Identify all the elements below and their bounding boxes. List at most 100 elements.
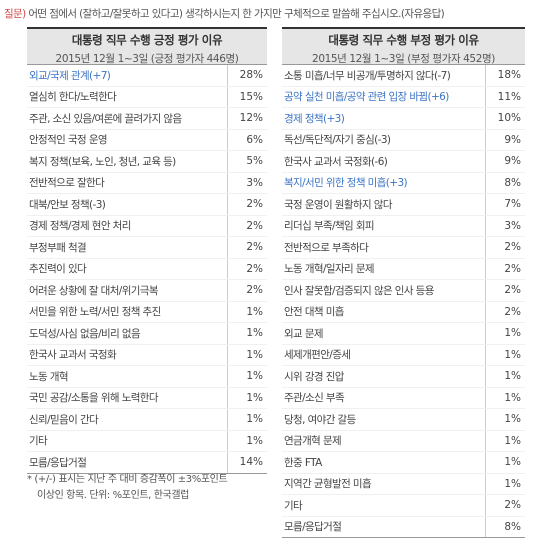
row-label: 한국사 교과서 국정화(-6) (284, 155, 388, 168)
row-label: 외교/국제 관계(+7) (29, 69, 111, 82)
table-row: 국민 공감/소통을 위해 노력한다 1% (27, 387, 267, 409)
positive-table-body: 외교/국제 관계(+7) 28% 열심히 한다/노력한다 15% 주관, 소신 있음/여… (27, 65, 267, 474)
row-value: 14% (227, 452, 267, 473)
row-label: 모름/응답거절 (284, 521, 342, 534)
row-value: 2% (227, 237, 267, 258)
row-label: 국민 공감/소통을 위해 노력한다 (29, 392, 159, 405)
row-label: 기타 (29, 435, 48, 448)
negative-reasons-table: 대통령 직무 수행 부정 평가 이유 2015년 12월 1~3일 (부정 평가… (282, 27, 525, 538)
row-value: 1% (227, 409, 267, 430)
table-row: 공약 실천 미흡/공약 관련 입장 바뀜(+6) 11% (282, 86, 525, 108)
table-row: 외교 문제 1% (282, 323, 525, 345)
negative-table-header: 대통령 직무 수행 부정 평가 이유 2015년 12월 1~3일 (부정 평가… (282, 29, 525, 65)
row-value: 5% (227, 151, 267, 172)
row-label: 당청, 여야간 갈등 (284, 413, 356, 426)
negative-table-body: 소통 미흡/너무 비공개/투명하지 않다(-7) 18% 공약 실천 미흡/공약 관… (282, 65, 525, 538)
row-label: 국정 운영이 원활하지 않다 (284, 198, 392, 211)
row-label: 한중 FTA (284, 456, 322, 469)
question-text: 질문) 어떤 점에서 (잘하고/잘못하고 있다고) 생각하시는지 한 가지만 구… (4, 6, 548, 21)
row-label: 경제 정책/경제 현안 처리 (29, 220, 131, 233)
table-row: 경제 정책/경제 현안 처리 2% (27, 215, 267, 237)
row-label: 노동 개혁 (29, 370, 69, 383)
row-label: 신뢰/믿음이 간다 (29, 413, 99, 426)
table-row: 노동 개혁 1% (27, 366, 267, 388)
question-body: 어떤 점에서 (잘하고/잘못하고 있다고) 생각하시는지 한 가지만 구체적으로… (25, 8, 445, 20)
row-label: 전반적으로 부족하다 (284, 241, 369, 254)
row-value: 1% (227, 387, 267, 408)
row-value: 2% (485, 301, 525, 322)
row-value: 1% (485, 409, 525, 430)
row-label: 서민을 위한 노력/서민 정책 추진 (29, 306, 161, 319)
row-label: 어려운 상황에 잘 대처/위기극복 (29, 284, 159, 297)
positive-table-subtitle: 2015년 12월 1~3일 (긍정 평가자 446명) (55, 53, 239, 65)
row-label: 세제개편안/증세 (284, 349, 351, 362)
table-row: 인사 잘못함/검증되지 않은 인사 등용 2% (282, 280, 525, 302)
row-value: 1% (485, 387, 525, 408)
table-row: 한중 FTA 1% (282, 452, 525, 474)
table-row: 모름/응답거절 8% (282, 516, 525, 538)
row-value: 1% (485, 430, 525, 451)
negative-table-title: 대통령 직무 수행 부정 평가 이유 (328, 33, 479, 47)
table-row: 국정 운영이 원활하지 않다 7% (282, 194, 525, 216)
row-label: 외교 문제 (284, 327, 324, 340)
row-value: 2% (227, 258, 267, 279)
table-row: 당청, 여야간 갈등 1% (282, 409, 525, 431)
row-value: 1% (227, 301, 267, 322)
row-label: 안정적인 국정 운영 (29, 134, 108, 147)
row-value: 1% (485, 366, 525, 387)
table-row: 외교/국제 관계(+7) 28% (27, 65, 267, 87)
row-label: 인사 잘못함/검증되지 않은 인사 등용 (284, 284, 434, 297)
row-value: 1% (227, 366, 267, 387)
row-label: 경제 정책(+3) (284, 112, 345, 125)
row-label: 복지/서민 위한 정책 미흡(+3) (284, 177, 408, 190)
row-value: 1% (485, 473, 525, 494)
table-row: 노동 개혁/일자리 문제 2% (282, 258, 525, 280)
table-row: 기타 1% (27, 430, 267, 452)
row-label: 열심히 한다/노력한다 (29, 91, 117, 104)
row-value: 9% (485, 151, 525, 172)
table-row: 한국사 교과서 국정화 1% (27, 344, 267, 366)
table-row: 전반적으로 잘한다 3% (27, 172, 267, 194)
row-label: 안전 대책 미흡 (284, 306, 344, 319)
row-value: 28% (227, 65, 267, 86)
row-value: 18% (485, 65, 525, 86)
row-value: 1% (227, 323, 267, 344)
row-value: 2% (485, 280, 525, 301)
table-row: 세제개편안/증세 1% (282, 344, 525, 366)
row-value: 2% (485, 258, 525, 279)
row-value: 7% (485, 194, 525, 215)
table-row: 부정부패 척결 2% (27, 237, 267, 259)
table-row: 모름/응답거절 14% (27, 452, 267, 474)
table-row: 열심히 한다/노력한다 15% (27, 86, 267, 108)
row-value: 2% (485, 495, 525, 516)
row-value: 11% (485, 86, 525, 107)
table-row: 시위 강경 진압 1% (282, 366, 525, 388)
row-value: 1% (227, 344, 267, 365)
row-value: 2% (485, 237, 525, 258)
question-label: 질문) (4, 8, 26, 20)
row-label: 한국사 교과서 국정화 (29, 349, 117, 362)
row-label: 연금개혁 문제 (284, 435, 342, 448)
row-value: 15% (227, 86, 267, 107)
table-row: 추진력이 있다 2% (27, 258, 267, 280)
row-value: 8% (485, 516, 525, 537)
row-label: 추진력이 있다 (29, 263, 87, 276)
table-row: 신뢰/믿음이 간다 1% (27, 409, 267, 431)
table-row: 복지 정책(보육, 노인, 청년, 교육 등) 5% (27, 151, 267, 173)
table-row: 경제 정책(+3) 10% (282, 108, 525, 130)
table-row: 안정적인 국정 운영 6% (27, 129, 267, 151)
footnote: * (+/-) 표시는 지난 주 대비 증감폭이 ±3%포인트 이상인 항목. … (27, 472, 272, 504)
row-label: 지역간 균형발전 미흡 (284, 478, 372, 491)
footnote-line-2: 이상인 항목. 단위: %포인트, 한국갤럽 (37, 490, 189, 501)
table-row: 리더십 부족/책임 회피 3% (282, 215, 525, 237)
row-label: 리더십 부족/책임 회피 (284, 220, 375, 233)
row-value: 2% (227, 215, 267, 236)
row-label: 복지 정책(보육, 노인, 청년, 교육 등) (29, 155, 176, 168)
row-value: 6% (227, 129, 267, 150)
table-row: 복지/서민 위한 정책 미흡(+3) 8% (282, 172, 525, 194)
row-value: 1% (227, 430, 267, 451)
row-label: 주관, 소신 있음/여론에 끌려가지 않음 (29, 112, 182, 125)
positive-table-title: 대통령 직무 수행 긍정 평가 이유 (71, 33, 223, 47)
table-row: 대북/안보 정책(-3) 2% (27, 194, 267, 216)
row-label: 부정부패 척결 (29, 241, 87, 254)
